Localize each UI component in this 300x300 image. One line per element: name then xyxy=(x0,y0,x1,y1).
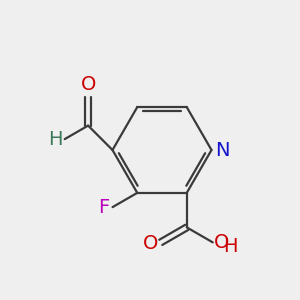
Text: F: F xyxy=(98,198,110,217)
Text: H: H xyxy=(48,130,62,148)
Text: N: N xyxy=(215,140,230,160)
Text: H: H xyxy=(223,237,237,256)
Text: O: O xyxy=(80,74,96,94)
Text: O: O xyxy=(214,233,230,252)
Text: O: O xyxy=(142,234,158,254)
